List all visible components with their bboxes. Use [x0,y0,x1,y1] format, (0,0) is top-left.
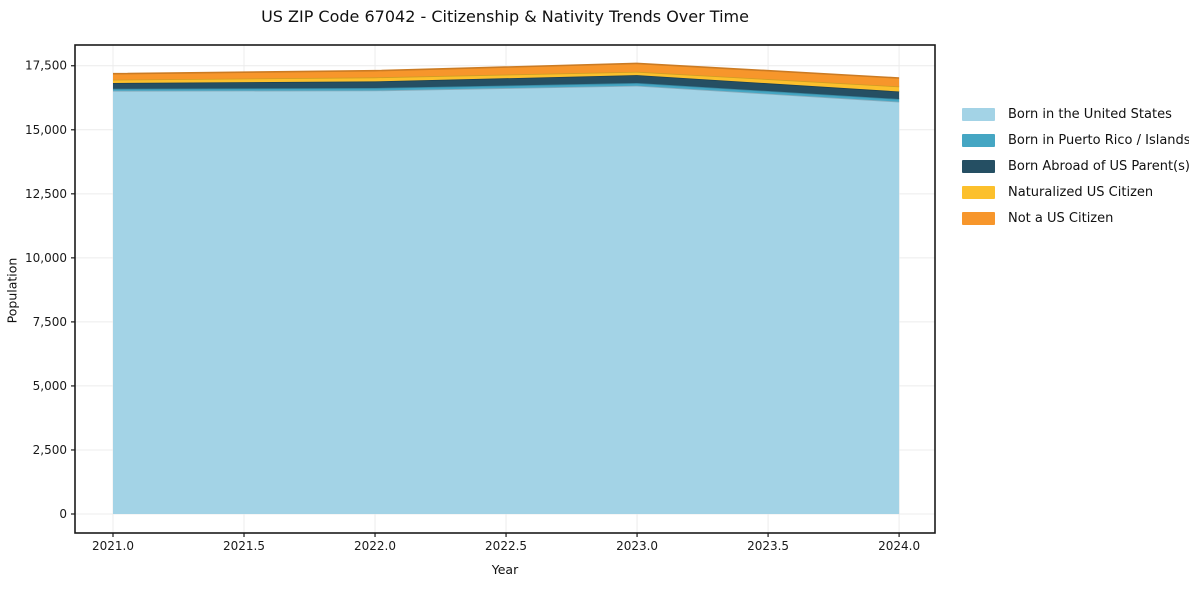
area-series-3 [113,71,900,92]
legend-label: Not a US Citizen [1008,210,1114,226]
legend-label: Born in Puerto Rico / Islands [1008,132,1189,148]
legend-swatch-icon [962,211,995,225]
y-tick-label: 17,500 [25,59,67,73]
legend-item-4: Not a US Citizen [962,205,1189,231]
area-series-2 [113,75,900,99]
y-tick-label: 0 [59,507,67,521]
legend-swatch-icon [962,107,995,121]
legend: Born in the United States Born in Puerto … [962,101,1189,231]
x-tick-label: 2024.0 [878,539,920,553]
y-tick-label: 10,000 [25,251,67,265]
y-tick-label: 5,000 [33,379,67,393]
area-series-0 [113,85,900,514]
y-tick-label: 7,500 [33,315,67,329]
legend-item-2: Born Abroad of US Parent(s) [962,153,1189,179]
chart-title: US ZIP Code 67042 - Citizenship & Nativi… [261,7,749,26]
axes-frame [74,44,936,534]
x-axis-label: Year [491,562,519,577]
y-tick-label: 2,500 [33,443,67,457]
legend-label: Born Abroad of US Parent(s) [1008,158,1189,174]
x-tick-label: 2021.0 [92,539,134,553]
x-tick-label: 2021.5 [223,539,265,553]
area-series-4 [113,63,900,87]
legend-item-1: Born in Puerto Rico / Islands [962,127,1189,153]
x-tick-label: 2023.5 [747,539,789,553]
legend-swatch-icon [962,185,995,199]
legend-swatch-icon [962,133,995,147]
legend-swatch-icon [962,159,995,173]
x-tick-label: 2023.0 [616,539,658,553]
legend-item-0: Born in the United States [962,101,1189,127]
y-tick-label: 12,500 [25,187,67,201]
x-tick-label: 2022.5 [485,539,527,553]
legend-label: Born in the United States [1008,106,1172,122]
x-tick-label: 2022.0 [354,539,396,553]
legend-item-3: Naturalized US Citizen [962,179,1189,205]
y-tick-label: 15,000 [25,123,67,137]
area-series-4-edge [112,62,900,79]
legend-label: Naturalized US Citizen [1008,184,1154,200]
